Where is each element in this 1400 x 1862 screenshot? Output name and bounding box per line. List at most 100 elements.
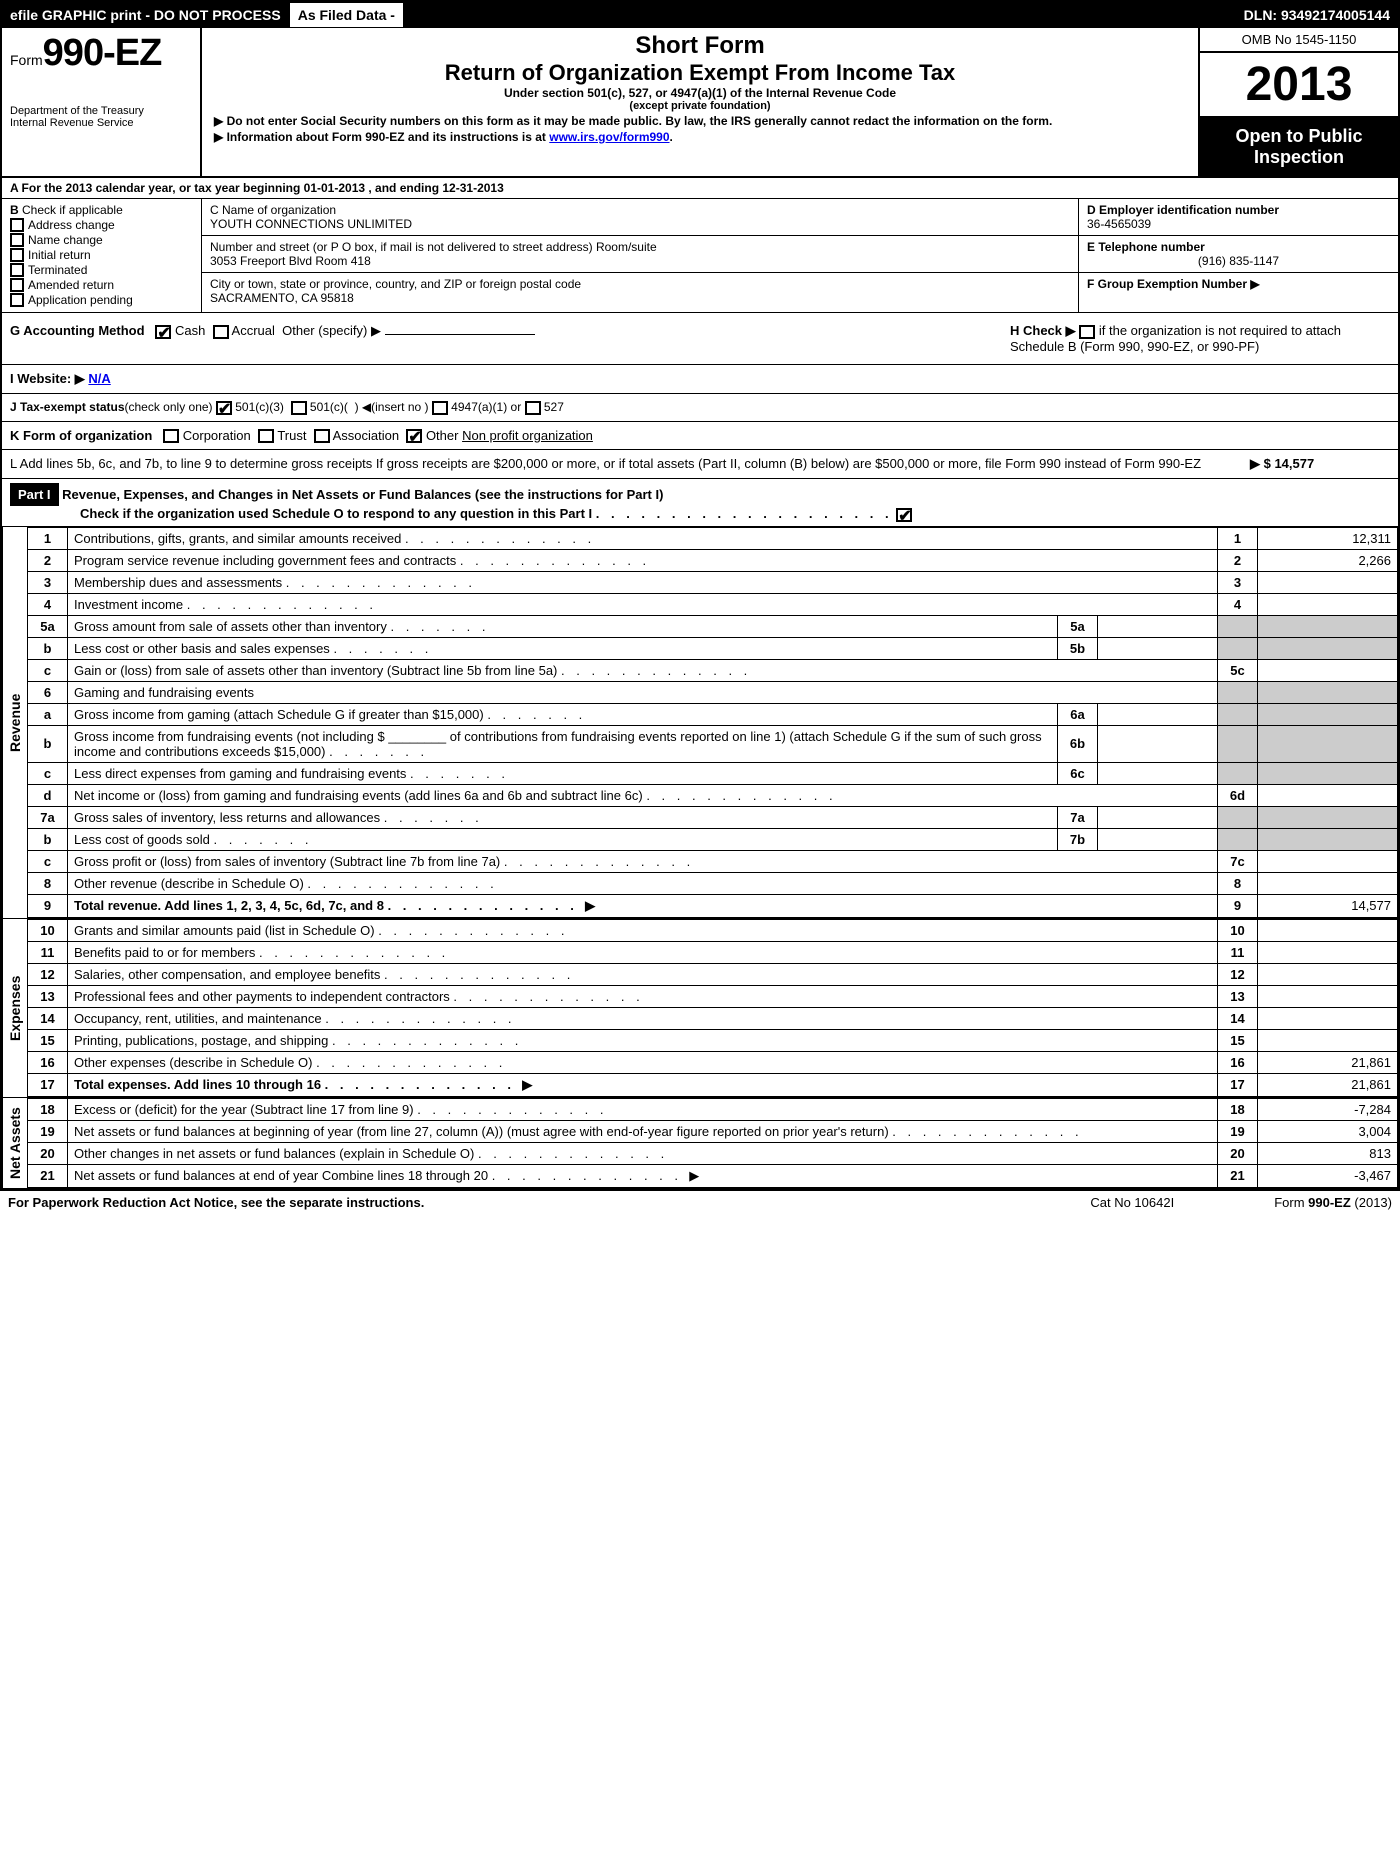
column-c: C Name of organization YOUTH CONNECTIONS… xyxy=(202,199,1078,312)
line-desc: Other expenses (describe in Schedule O) … xyxy=(68,1051,1218,1073)
sub-num: 5b xyxy=(1058,637,1098,659)
line-row: 16Other expenses (describe in Schedule O… xyxy=(28,1051,1398,1073)
ein-row: D Employer identification number 36-4565… xyxy=(1079,199,1398,236)
line-num: 2 xyxy=(28,549,68,571)
shaded xyxy=(1258,681,1398,703)
line-desc: Benefits paid to or for members . . . . … xyxy=(68,941,1218,963)
line-num: 9 xyxy=(28,894,68,917)
line-row: 12Salaries, other compensation, and empl… xyxy=(28,963,1398,985)
chk-accrual[interactable] xyxy=(213,325,229,339)
instr2-pre: ▶ Information about Form 990-EZ and its … xyxy=(214,130,549,144)
line-num: 16 xyxy=(28,1051,68,1073)
line-num: 21 xyxy=(28,1164,68,1187)
cash-label: Cash xyxy=(175,323,205,338)
chk-trust[interactable] xyxy=(258,429,274,443)
subtitle-1: Under section 501(c), 527, or 4947(a)(1)… xyxy=(214,86,1186,100)
website-link[interactable]: N/A xyxy=(88,371,110,386)
row-i: I Website: ▶ N/A xyxy=(2,365,1398,394)
line-desc: Gain or (loss) from sale of assets other… xyxy=(68,659,1218,681)
line-val xyxy=(1258,784,1398,806)
line-ref: 21 xyxy=(1218,1164,1258,1187)
street-label: Number and street (or P O box, if mail i… xyxy=(210,240,1070,254)
chk-amended[interactable]: Amended return xyxy=(10,278,193,292)
netassets-label: Net Assets xyxy=(2,1098,27,1188)
line-row: 21Net assets or fund balances at end of … xyxy=(28,1164,1398,1187)
line-num: a xyxy=(28,703,68,725)
line-num: 5a xyxy=(28,615,68,637)
other-label: Other (specify) ▶ xyxy=(282,323,381,338)
shaded xyxy=(1218,703,1258,725)
line-desc: Investment income . . . . . . . . . . . … xyxy=(68,593,1218,615)
dots: . . . . . . . . . . . . . . . . . . . . xyxy=(596,506,893,521)
line-desc: Net assets or fund balances at end of ye… xyxy=(68,1164,1218,1187)
line-num: c xyxy=(28,850,68,872)
line-row: aGross income from gaming (attach Schedu… xyxy=(28,703,1398,725)
chk-label: Initial return xyxy=(28,248,91,262)
corp-label: Corporation xyxy=(183,428,251,443)
street-row: Number and street (or P O box, if mail i… xyxy=(202,236,1078,273)
chk-label: Terminated xyxy=(28,263,87,277)
chk-corp[interactable] xyxy=(163,429,179,443)
chk-501c[interactable] xyxy=(291,401,307,415)
line-row: 20Other changes in net assets or fund ba… xyxy=(28,1142,1398,1164)
line-desc: Less cost of goods sold . . . . . . . xyxy=(68,828,1058,850)
line-ref: 13 xyxy=(1218,985,1258,1007)
shaded xyxy=(1258,725,1398,762)
chk-name[interactable]: Name change xyxy=(10,233,193,247)
sub-num: 5a xyxy=(1058,615,1098,637)
line-desc: Excess or (deficit) for the year (Subtra… xyxy=(68,1098,1218,1120)
sub-val xyxy=(1098,725,1218,762)
line-num: 6 xyxy=(28,681,68,703)
line-ref: 10 xyxy=(1218,919,1258,941)
form-number: 990-EZ xyxy=(43,32,162,74)
line-val: 21,861 xyxy=(1258,1051,1398,1073)
h-label: H Check ▶ xyxy=(1010,323,1076,338)
instruction-1: ▶ Do not enter Social Security numbers o… xyxy=(214,114,1186,128)
chk-initial[interactable]: Initial return xyxy=(10,248,193,262)
dln-label: DLN: 93492174005144 xyxy=(1236,3,1398,27)
expenses-label: Expenses xyxy=(2,919,27,1097)
line-ref: 19 xyxy=(1218,1120,1258,1142)
ein-val: 36-4565039 xyxy=(1087,217,1390,231)
checkbox-icon xyxy=(10,278,24,292)
line-row: bLess cost or other basis and sales expe… xyxy=(28,637,1398,659)
line-val: 21,861 xyxy=(1258,1073,1398,1096)
irs-link[interactable]: www.irs.gov/form990 xyxy=(549,130,669,144)
line-desc: Professional fees and other payments to … xyxy=(68,985,1218,1007)
line-desc: Total expenses. Add lines 10 through 16 … xyxy=(68,1073,1218,1096)
line-row: bLess cost of goods sold . . . . . . .7b xyxy=(28,828,1398,850)
line-ref: 16 xyxy=(1218,1051,1258,1073)
line-val xyxy=(1258,941,1398,963)
city: SACRAMENTO, CA 95818 xyxy=(210,291,1070,305)
chk-schedule-o[interactable] xyxy=(896,508,912,522)
chk-terminated[interactable]: Terminated xyxy=(10,263,193,277)
line-num: 13 xyxy=(28,985,68,1007)
shaded xyxy=(1218,725,1258,762)
l-amount: ▶ $ 14,577 xyxy=(1250,456,1390,472)
line-num: 4 xyxy=(28,593,68,615)
chk-cash[interactable] xyxy=(155,325,171,339)
assoc-label: Association xyxy=(333,428,399,443)
footer: For Paperwork Reduction Act Notice, see … xyxy=(0,1191,1400,1214)
sub-val xyxy=(1098,615,1218,637)
name-label: C Name of organization xyxy=(210,203,1070,217)
line-num: 12 xyxy=(28,963,68,985)
chk-4947[interactable] xyxy=(432,401,448,415)
chk-schedule-b[interactable] xyxy=(1079,325,1095,339)
chk-address[interactable]: Address change xyxy=(10,218,193,232)
city-label: City or town, state or province, country… xyxy=(210,277,1070,291)
sub-val xyxy=(1098,762,1218,784)
chk-501c3[interactable] xyxy=(216,401,232,415)
chk-other-org[interactable] xyxy=(406,429,422,443)
checkbox-icon xyxy=(10,293,24,307)
line-val: 12,311 xyxy=(1258,527,1398,549)
chk-assoc[interactable] xyxy=(314,429,330,443)
revenue-label: Revenue xyxy=(2,527,27,918)
chk-pending[interactable]: Application pending xyxy=(10,293,193,307)
chk-527[interactable] xyxy=(525,401,541,415)
line-desc: Total revenue. Add lines 1, 2, 3, 4, 5c,… xyxy=(68,894,1218,917)
line-ref: 8 xyxy=(1218,872,1258,894)
line-desc: Membership dues and assessments . . . . … xyxy=(68,571,1218,593)
sub-num: 6a xyxy=(1058,703,1098,725)
line-desc: Net assets or fund balances at beginning… xyxy=(68,1120,1218,1142)
